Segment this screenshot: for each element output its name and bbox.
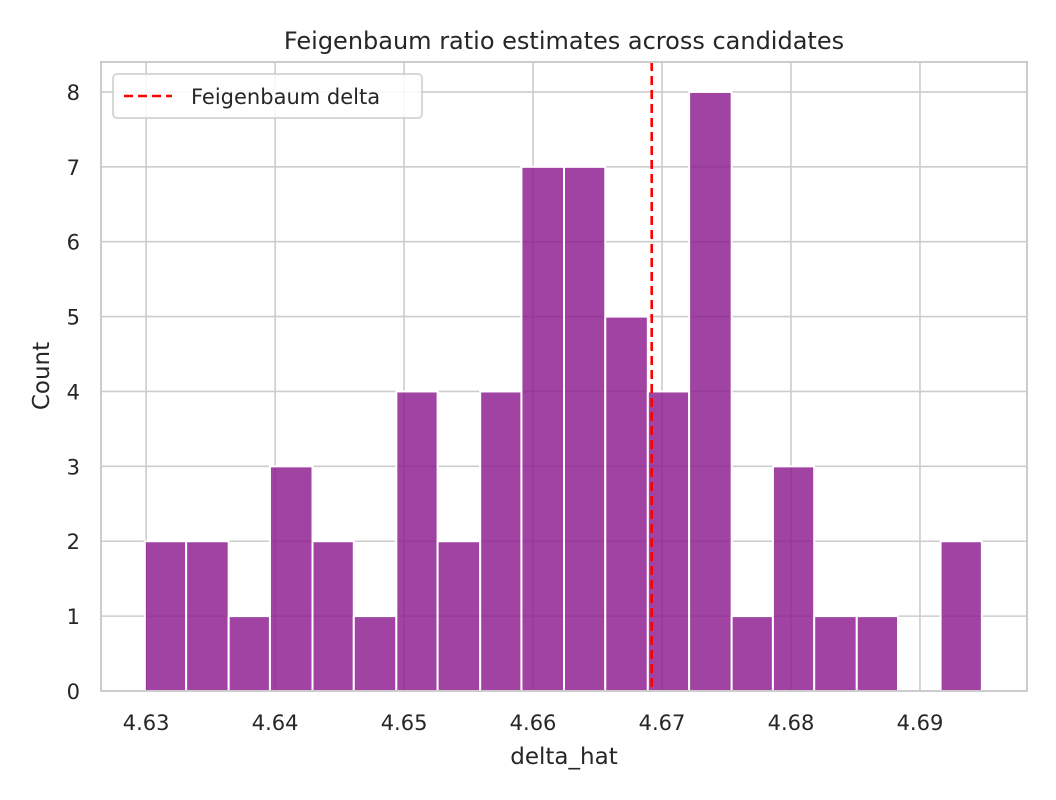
histogram-bar [479, 390, 523, 692]
legend-box [112, 73, 423, 119]
histogram-bar [520, 165, 566, 693]
y-tick-label: 8 [67, 81, 80, 105]
histogram-bar [227, 615, 271, 692]
y-tick-label: 4 [67, 380, 80, 404]
y-tick-label: 2 [67, 530, 80, 554]
y-axis-label: Count [29, 342, 55, 410]
x-tick-label: 4.64 [252, 711, 299, 735]
legend: Feigenbaum delta [112, 73, 423, 119]
histogram-bar [563, 165, 607, 693]
x-axis-label: delta_hat [510, 744, 617, 770]
y-tick-label: 5 [67, 306, 80, 330]
y-tick-label: 0 [67, 680, 80, 704]
histogram-bar [646, 390, 691, 692]
y-tick-label: 3 [67, 455, 80, 479]
histogram-bar [604, 315, 649, 692]
histogram-bar [939, 540, 983, 692]
plot-frame [100, 61, 1028, 692]
legend-label: Feigenbaum delta [191, 85, 380, 109]
histogram-bar [688, 90, 733, 692]
histogram-bar [268, 465, 314, 692]
histogram-bar [185, 540, 230, 692]
histogram-bar [143, 540, 188, 692]
x-tick-label: 4.63 [123, 711, 170, 735]
x-tick-labels: 4.63 4.64 4.65 4.66 4.67 4.68 4.69 [123, 711, 944, 735]
chart-title: Feigenbaum ratio estimates across candid… [284, 27, 844, 55]
x-tick-label: 4.67 [639, 711, 686, 735]
x-tick-label: 4.65 [381, 711, 428, 735]
histogram-bar [813, 615, 858, 692]
y-tick-labels: 0 1 2 3 4 5 6 7 8 [67, 81, 80, 704]
histogram-bar [311, 540, 355, 692]
histogram-bar [436, 540, 482, 692]
histogram-bars [143, 90, 983, 693]
y-tick-label: 7 [67, 156, 80, 180]
x-tick-label: 4.66 [510, 711, 557, 735]
histogram-bar [395, 390, 439, 692]
histogram-bar [730, 615, 774, 692]
y-tick-label: 6 [67, 231, 80, 255]
histogram-bar [771, 465, 816, 692]
histogram-bar [855, 615, 900, 692]
x-tick-label: 4.68 [768, 711, 815, 735]
x-tick-label: 4.69 [897, 711, 944, 735]
y-tick-label: 1 [67, 605, 80, 629]
histogram-bar [352, 615, 398, 692]
